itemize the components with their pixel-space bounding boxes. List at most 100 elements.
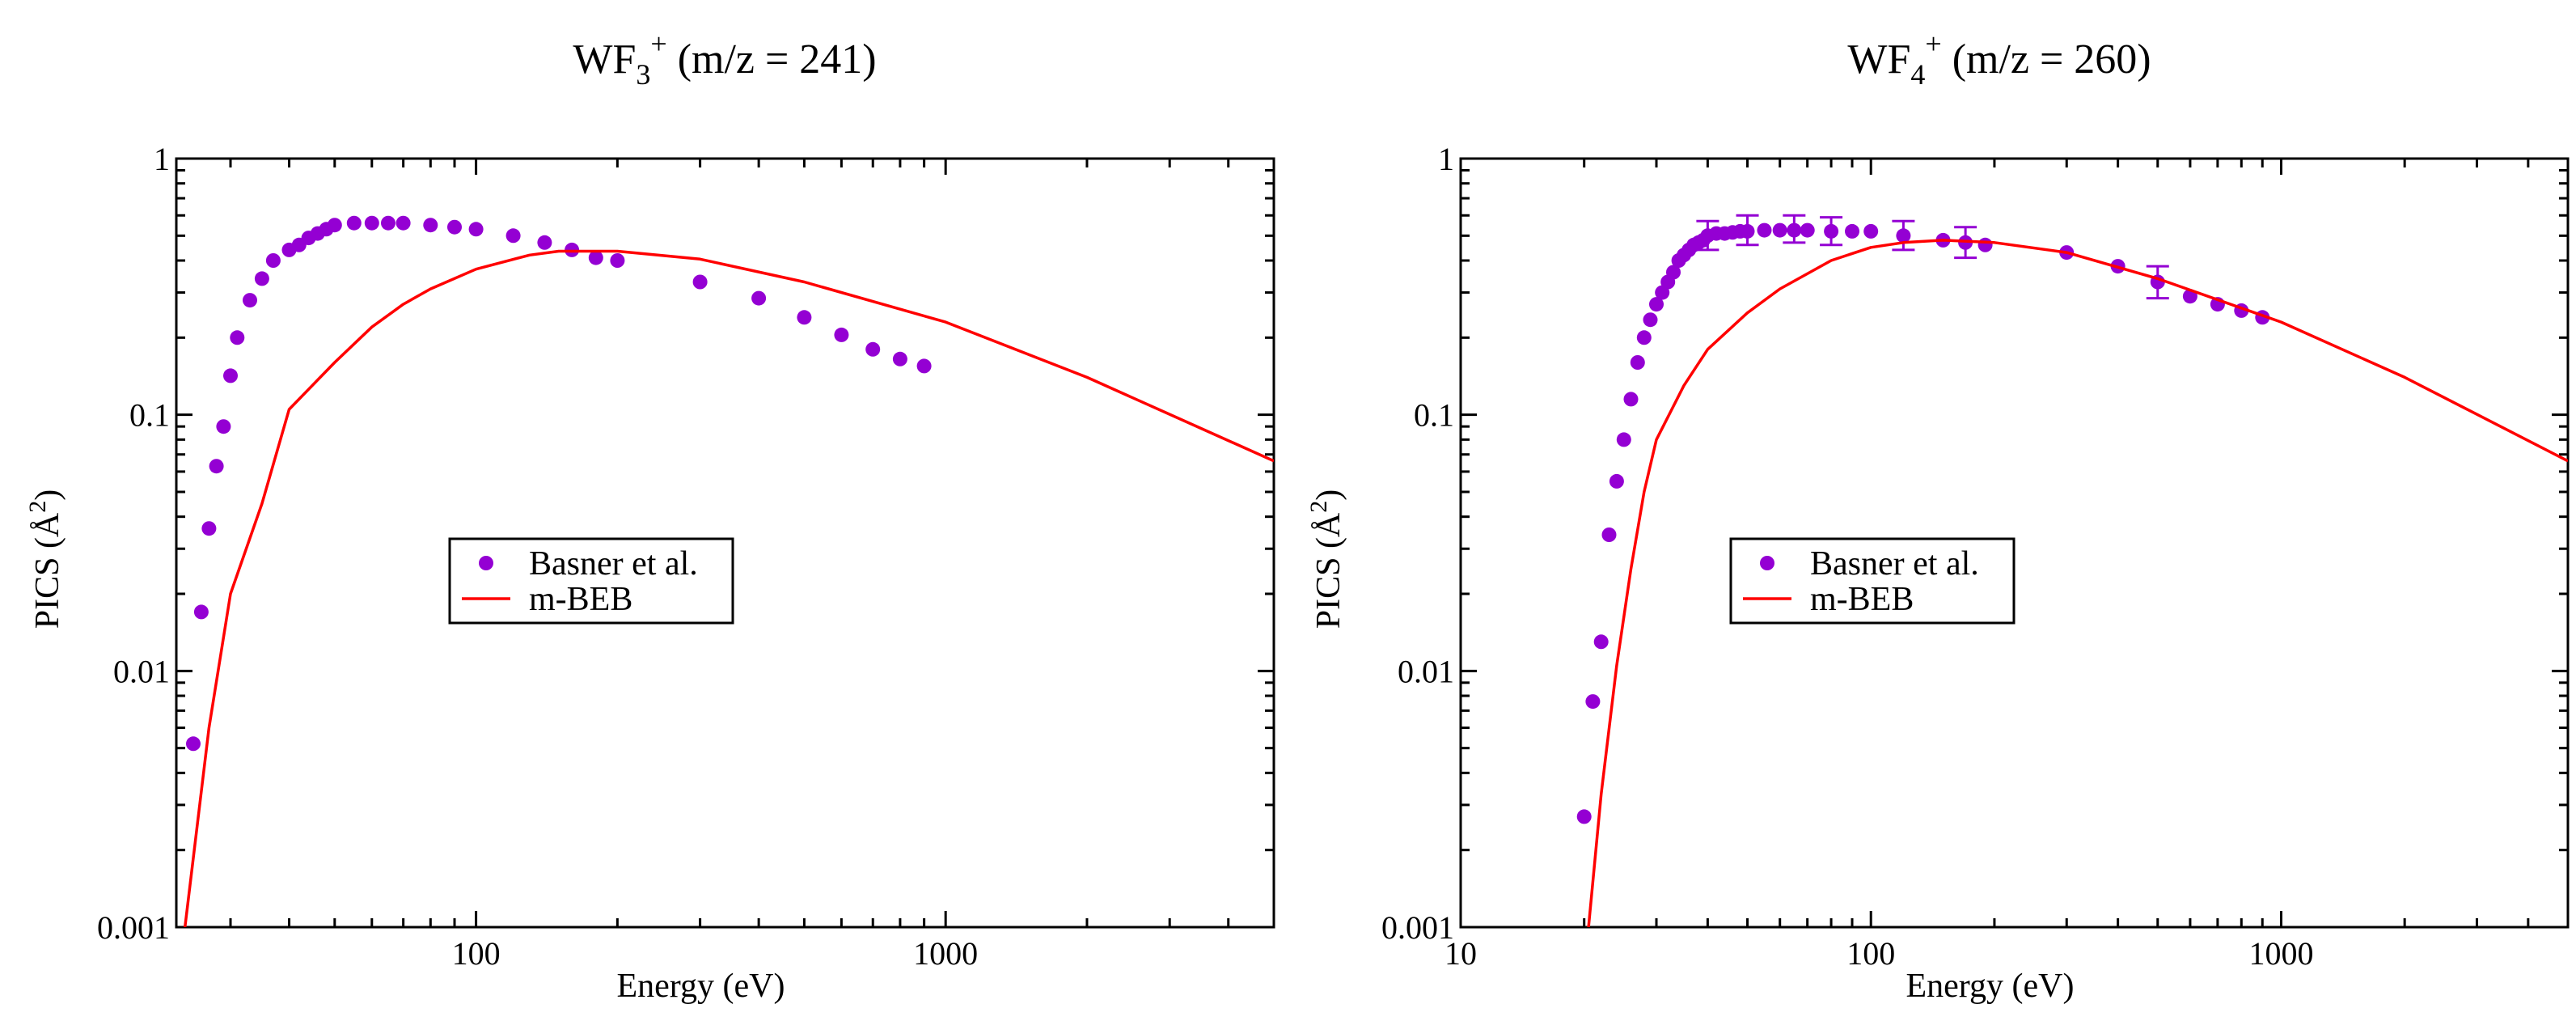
legend-box: [448, 537, 734, 625]
x-tick-label: 1000: [913, 935, 978, 972]
data-point: [243, 293, 257, 308]
data-point: [1623, 392, 1639, 407]
y-axis-label-unit: Å: [29, 512, 66, 537]
y-tick-label: 0.1: [129, 397, 170, 434]
y-axis-label: PICS (Å2): [24, 489, 66, 629]
data-point: [193, 604, 209, 620]
data-point: [1896, 228, 1911, 244]
data-point: [468, 222, 484, 237]
chart-title-base: WF: [573, 36, 636, 83]
data-point: [254, 271, 269, 286]
chart-title-suffix: (m/z = 260): [1942, 36, 2151, 83]
data-point: [1609, 473, 1624, 489]
plot-data-area: [183, 215, 1274, 927]
legend-box: [1729, 537, 2016, 625]
data-point: [209, 459, 224, 474]
series-line-m-beb: [1587, 239, 2568, 927]
data-point: [537, 235, 552, 250]
chart-title: WF4+ (m/z = 260): [1847, 28, 2151, 91]
y-axis-label-close: ): [29, 489, 66, 501]
x-tick-label: 10: [1445, 935, 1477, 972]
legend: Basner et al.m-BEB: [1729, 537, 2016, 625]
data-point: [797, 310, 812, 325]
chart-title-subscript: 3: [636, 58, 650, 91]
y-axis-label-unit: Å: [1310, 512, 1347, 537]
data-point: [1757, 222, 1772, 238]
y-tick-label: 0.1: [1414, 397, 1454, 434]
data-point: [892, 351, 907, 366]
chart-title-superscript: +: [1925, 28, 1941, 60]
legend-marker-points: [1760, 556, 1774, 570]
data-point: [1863, 223, 1879, 239]
legend: Basner et al.m-BEB: [448, 537, 734, 625]
series-line-m-beb: [183, 249, 1274, 927]
data-point: [1593, 634, 1609, 650]
data-point: [1601, 527, 1617, 542]
y-tick-label: 0.001: [97, 909, 170, 946]
chart-panel-1: 100 1000 0.001 0.01 0.1 1 Energy (eV) PICS (Å2)…: [24, 28, 1275, 1005]
data-point: [751, 290, 767, 306]
chart-title-superscript: +: [650, 28, 666, 60]
y-tick-label: 1: [1438, 141, 1454, 177]
data-point: [216, 419, 231, 434]
data-point: [1666, 265, 1681, 280]
data-point: [1649, 297, 1664, 312]
data-point: [1616, 432, 1631, 447]
legend-label-points: Basner et al.: [529, 545, 698, 583]
x-axis-label: Energy (eV): [1906, 968, 2075, 1005]
data-point: [1787, 222, 1802, 238]
chart-title: WF3+ (m/z = 241): [573, 28, 876, 91]
data-point: [1800, 222, 1815, 238]
data-point: [505, 228, 521, 244]
data-point: [1740, 223, 1755, 239]
data-point: [1824, 223, 1839, 239]
data-point: [916, 358, 932, 374]
legend-label-points: Basner et al.: [1810, 545, 1979, 583]
x-tick-label: 100: [1846, 935, 1895, 972]
y-tick-label: 0.001: [1381, 909, 1454, 946]
plot-frame: [1459, 157, 2570, 929]
chart-panel-2: 10 100 1000 0.001 0.01 0.1 1 Energy (eV) PICS (Å…: [1305, 28, 2570, 1005]
plot-data-area: [1576, 214, 2568, 927]
data-point: [265, 253, 281, 268]
data-point: [381, 215, 395, 231]
y-axis-label-close: ): [1310, 489, 1347, 501]
y-axis-label-base: PICS (: [1310, 537, 1347, 629]
data-point: [230, 330, 245, 345]
x-axis-label: Energy (eV): [617, 968, 785, 1005]
data-point: [865, 341, 881, 357]
data-point: [1772, 222, 1787, 238]
data-point: [201, 521, 217, 536]
data-point: [1636, 330, 1652, 345]
data-point: [186, 736, 201, 752]
data-point: [1630, 355, 1645, 370]
y-axis-label: PICS (Å2): [1305, 489, 1347, 629]
y-tick-label: 1: [154, 141, 170, 177]
data-point: [447, 219, 462, 235]
data-point: [346, 215, 362, 231]
data-point: [223, 368, 238, 383]
y-tick-label: 0.01: [1398, 653, 1454, 689]
data-point: [395, 215, 411, 231]
y-axis-label-base: PICS (: [29, 537, 66, 629]
y-axis-label-power: 2: [24, 501, 51, 513]
plot-frame: [175, 157, 1275, 929]
data-point: [1576, 809, 1592, 824]
legend-label-line: m-BEB: [529, 581, 632, 618]
y-axis-label-power: 2: [1305, 501, 1332, 513]
data-point: [423, 218, 438, 233]
chart-title-base: WF: [1847, 36, 1910, 83]
chart-title-subscript: 4: [1910, 58, 1925, 91]
data-point: [364, 215, 379, 231]
data-point: [834, 327, 849, 342]
x-tick-label: 100: [452, 935, 501, 972]
legend-label-line: m-BEB: [1810, 581, 1914, 618]
data-point: [588, 250, 603, 265]
x-tick-label: 1000: [2248, 935, 2313, 972]
data-point: [610, 253, 625, 268]
data-point: [1585, 694, 1601, 710]
y-tick-label: 0.01: [113, 653, 170, 689]
data-point: [1845, 223, 1859, 239]
